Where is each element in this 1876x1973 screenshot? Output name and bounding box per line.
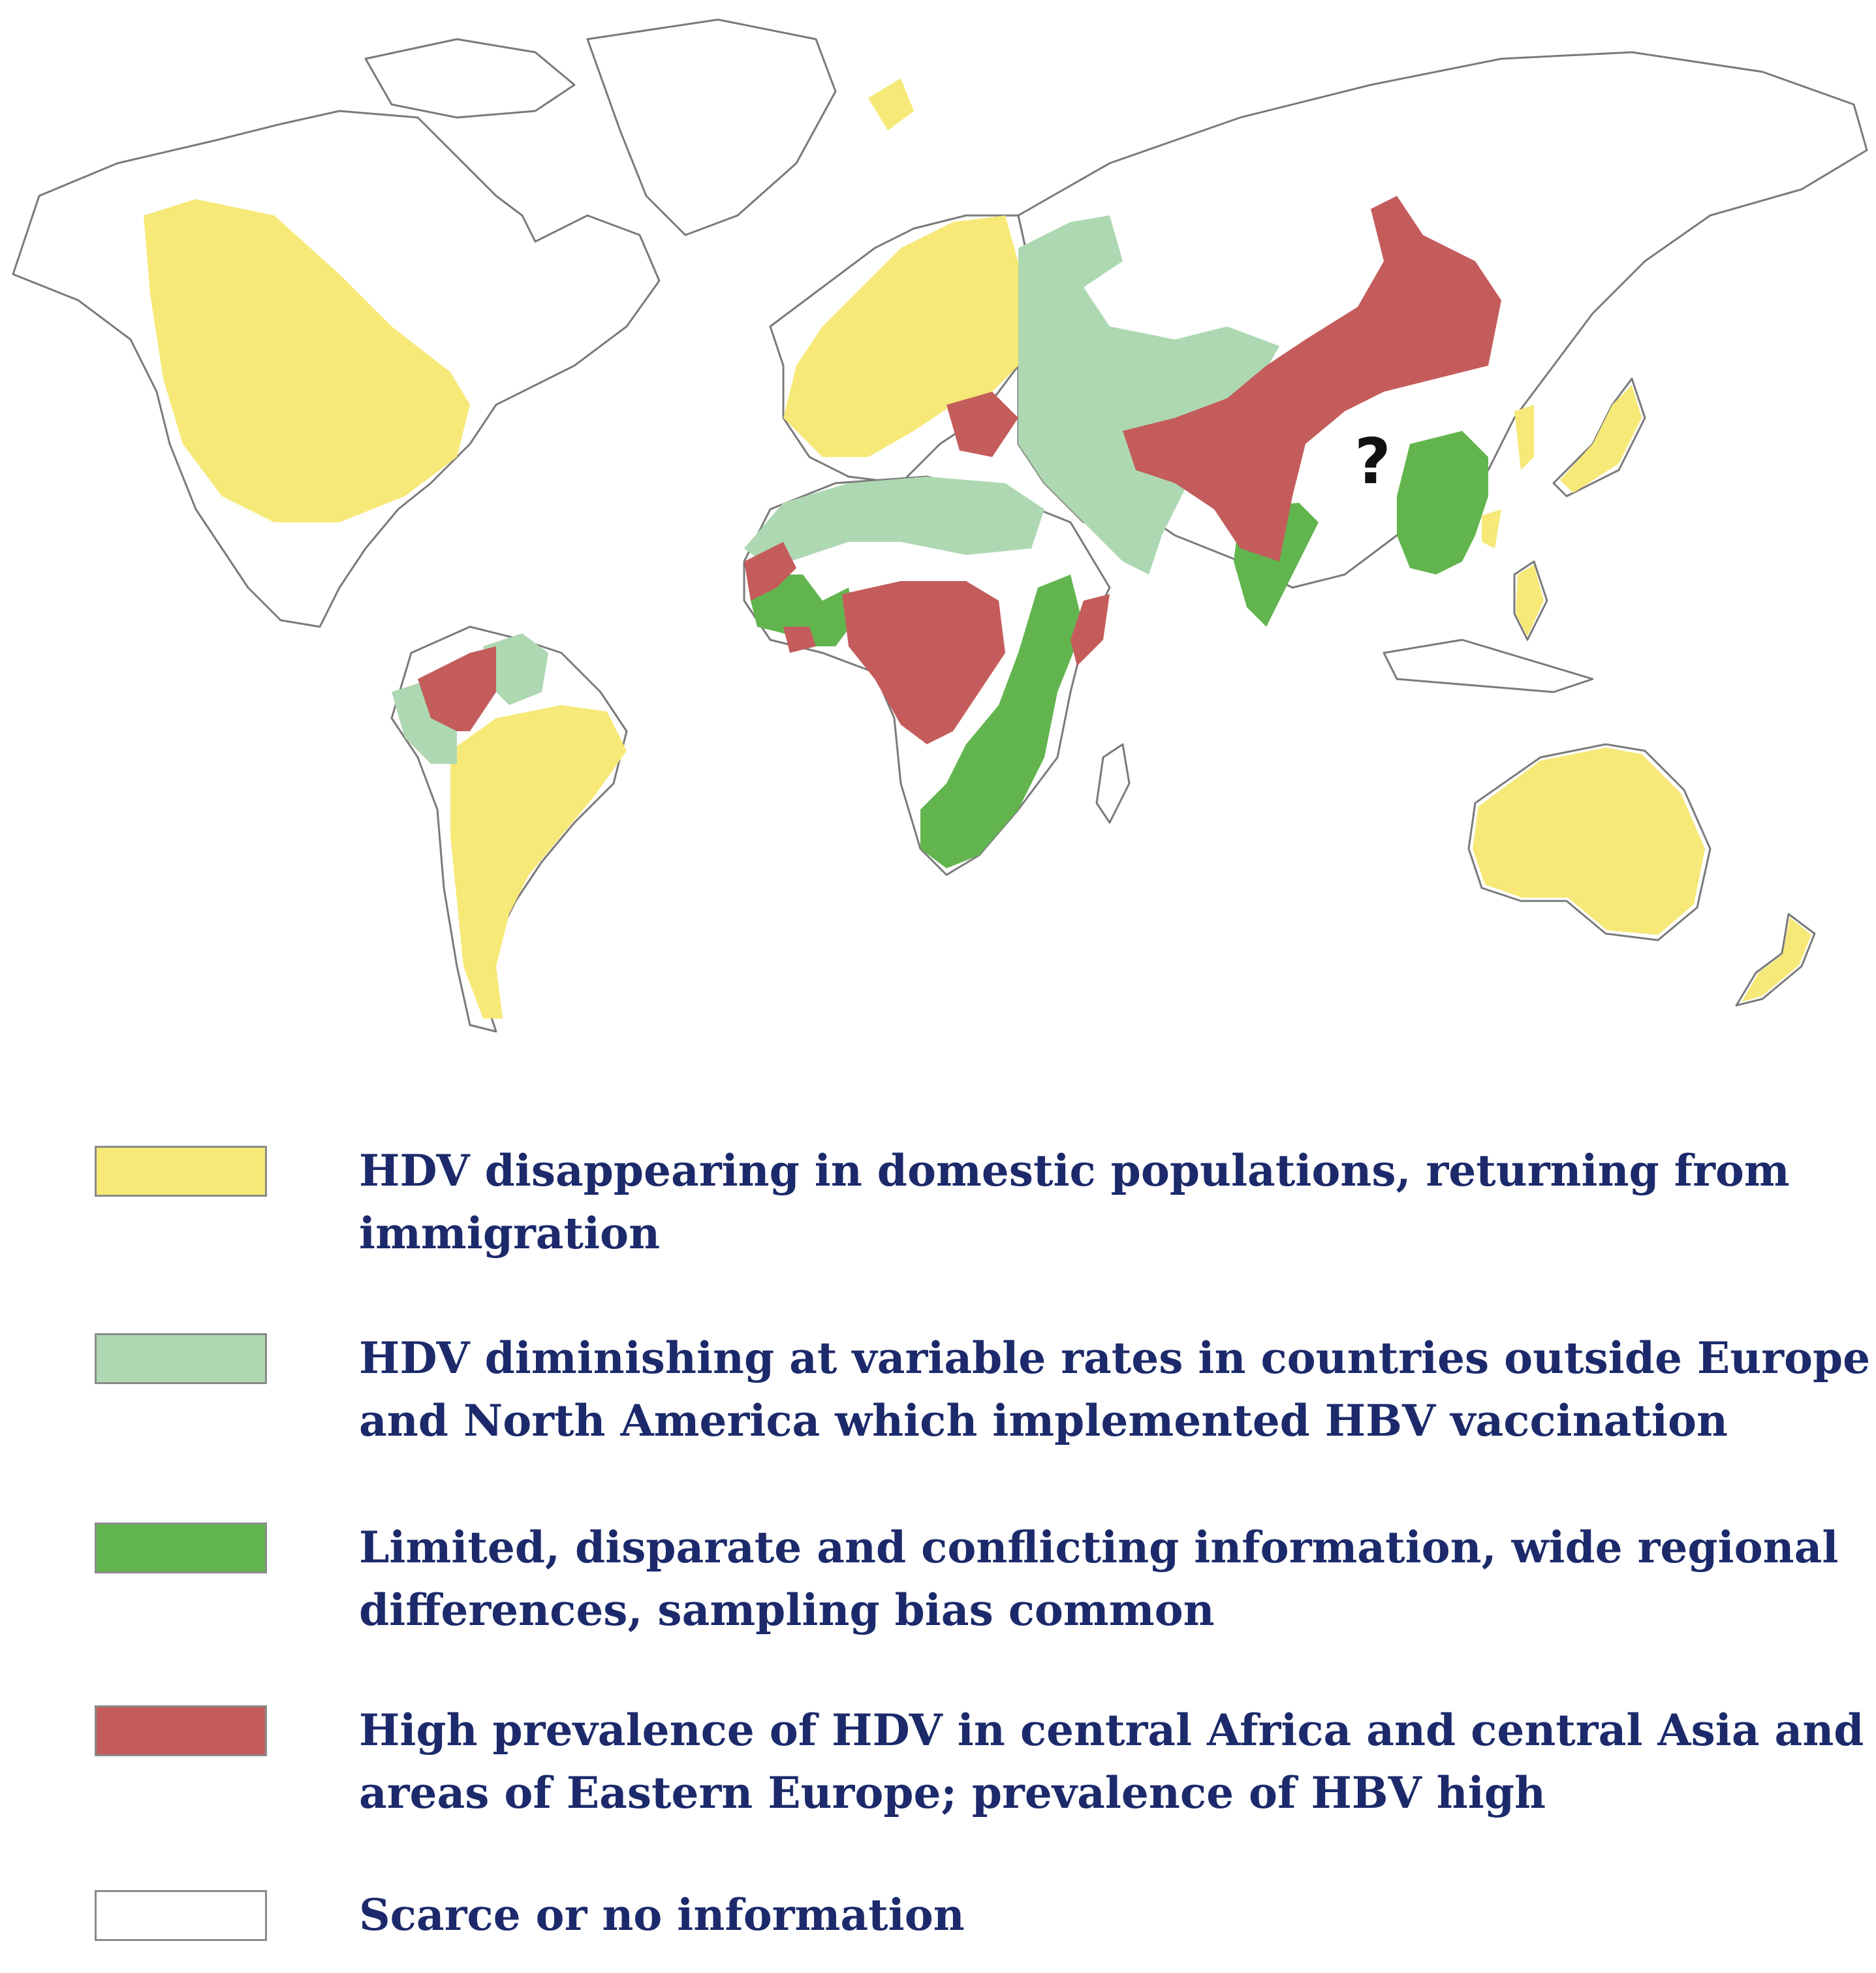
region-korea-yellow bbox=[1514, 405, 1534, 470]
world-map: ? bbox=[12, 18, 1868, 1033]
green-regions bbox=[751, 431, 1488, 868]
region-australia-yellow bbox=[1473, 748, 1705, 935]
region-svalbard-yellow bbox=[868, 78, 914, 131]
region-south-america-yellow bbox=[450, 705, 627, 1018]
region-philippines-yellow bbox=[1516, 565, 1544, 637]
region-west-africa-green bbox=[751, 575, 855, 646]
light-green-regions bbox=[392, 215, 1279, 764]
region-japan-yellow bbox=[1560, 385, 1642, 493]
outline-indonesia bbox=[1383, 639, 1594, 693]
legend-swatch-white bbox=[95, 1890, 267, 1941]
legend-swatch-red bbox=[95, 1705, 267, 1756]
region-guiana-lightgreen bbox=[483, 633, 548, 705]
legend-swatch-green bbox=[95, 1523, 267, 1573]
region-amazon-red bbox=[418, 646, 496, 731]
legend-swatch-yellow bbox=[95, 1146, 267, 1197]
region-guinea-red bbox=[783, 627, 816, 653]
region-north-africa-lightgreen bbox=[744, 477, 1044, 568]
region-taiwan-yellow bbox=[1482, 509, 1501, 548]
region-russia-lightgreen bbox=[1018, 215, 1279, 575]
region-balkans-red bbox=[946, 392, 1018, 457]
region-central-asia-red bbox=[1123, 196, 1501, 561]
region-horn-africa-red bbox=[1071, 594, 1110, 666]
region-east-africa-green bbox=[920, 575, 1084, 868]
outline-greenland bbox=[586, 18, 837, 236]
legend-label-red: High prevalence of HDV in central Africa… bbox=[359, 1705, 1876, 1818]
region-west-africa-red bbox=[744, 542, 796, 601]
legend-label-yellow: HDV disappearing in domestic populations… bbox=[359, 1145, 1790, 1259]
region-new-zealand-yellow bbox=[1742, 917, 1811, 1002]
region-china-green bbox=[1397, 431, 1488, 575]
outline-arctic-islands bbox=[364, 38, 576, 119]
yellow-regions bbox=[144, 78, 1811, 1018]
region-north-america-yellow bbox=[144, 199, 470, 522]
outline-madagascar bbox=[1095, 743, 1131, 824]
legend-label-green: Limited, disparate and conflicting infor… bbox=[359, 1522, 1839, 1635]
legend-label-white: Scarce or no information bbox=[359, 1889, 965, 1940]
red-regions bbox=[418, 196, 1501, 744]
legend-label-light-green: HDV diminishing at variable rates in cou… bbox=[359, 1333, 1871, 1446]
region-central-africa-red bbox=[842, 581, 1005, 744]
region-europe-yellow bbox=[783, 215, 1022, 457]
question-mark: ? bbox=[1354, 425, 1391, 498]
legend-swatch-light-green bbox=[95, 1333, 267, 1384]
legend: HDV disappearing in domestic populations… bbox=[0, 1110, 1876, 1973]
